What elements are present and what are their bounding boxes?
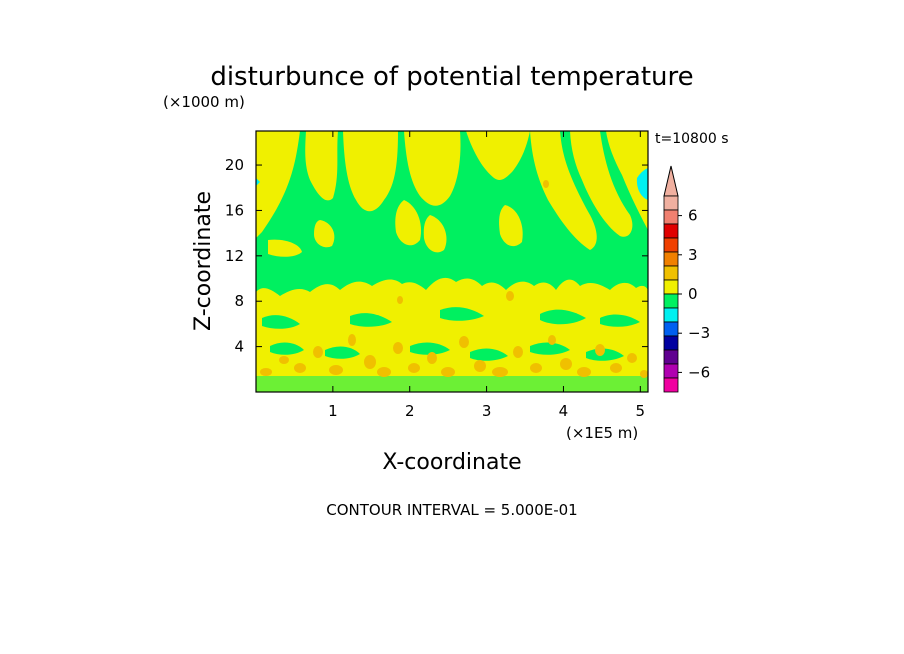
y-unit-label: (×1000 m) xyxy=(163,93,245,111)
y-tick-label: 12 xyxy=(225,247,244,265)
warm-cells xyxy=(260,180,648,378)
y-tick-label: 8 xyxy=(234,292,244,310)
upper-plume-region xyxy=(466,131,530,180)
colorbar-band xyxy=(663,335,679,351)
colorbar-label: −3 xyxy=(688,324,710,342)
upper-plume-region xyxy=(423,215,447,253)
cool-spot xyxy=(636,168,648,200)
x-tick-label: 4 xyxy=(559,402,569,420)
colorbar-band xyxy=(663,349,679,365)
contour-field xyxy=(256,131,648,392)
colorbar-band xyxy=(663,279,679,295)
colorbar-extend-arrow xyxy=(663,165,679,197)
upper-plume-region xyxy=(314,220,335,248)
upper-plume-region xyxy=(268,239,302,257)
upper-plume-region xyxy=(499,205,523,247)
x-tick-label: 3 xyxy=(482,402,492,420)
colorbar-band xyxy=(663,223,679,239)
lower-layer-streaks xyxy=(256,307,648,392)
colorbar-band xyxy=(663,293,679,309)
colorbar-band xyxy=(663,363,679,379)
time-label: t=10800 s xyxy=(655,131,729,147)
colorbar-band xyxy=(663,265,679,281)
upper-plume-region xyxy=(395,200,422,246)
colorbar-band xyxy=(663,251,679,267)
plot-frame xyxy=(255,130,649,393)
lower-layer-region xyxy=(256,277,648,392)
colorbar-label: −6 xyxy=(688,363,710,381)
chart-title: disturbunce of potential temperature xyxy=(210,62,693,92)
x-tick-label: 1 xyxy=(328,402,338,420)
upper-plume-region xyxy=(404,131,461,206)
upper-plume-region xyxy=(530,131,597,250)
y-tick-label: 20 xyxy=(225,156,244,174)
upper-plume-region xyxy=(343,131,398,212)
cool-spot xyxy=(256,178,260,186)
colorbar-label: 0 xyxy=(688,285,698,303)
y-axis-ticks: 4 8 12 16 20 xyxy=(225,156,648,356)
x-tick-label: 5 xyxy=(636,402,646,420)
upper-plume-region xyxy=(256,131,300,238)
x-axis-ticks: 1 2 3 4 5 xyxy=(328,131,645,420)
colorbar-band xyxy=(663,237,679,253)
colorbar-band xyxy=(663,209,679,225)
contour-interval-label: CONTOUR INTERVAL = 5.000E-01 xyxy=(326,501,577,519)
colorbar-label: 6 xyxy=(688,207,698,225)
y-axis-label: Z-coordinate xyxy=(191,191,216,331)
colorbar-label: 3 xyxy=(688,246,698,264)
colorbar-band xyxy=(663,195,679,211)
colorbar-band xyxy=(663,377,679,393)
colorbar: 6 3 0 −3 −6 xyxy=(663,165,710,393)
x-axis-label: X-coordinate xyxy=(382,450,521,475)
y-tick-label: 16 xyxy=(225,201,244,219)
upper-plume-region xyxy=(606,131,648,230)
y-tick-label: 4 xyxy=(234,338,244,356)
upper-plume-region xyxy=(570,131,633,237)
x-unit-label: (×1E5 m) xyxy=(566,424,638,442)
colorbar-band xyxy=(663,307,679,323)
colorbar-band xyxy=(663,321,679,337)
x-tick-label: 2 xyxy=(405,402,415,420)
upper-plume-region xyxy=(305,131,338,201)
